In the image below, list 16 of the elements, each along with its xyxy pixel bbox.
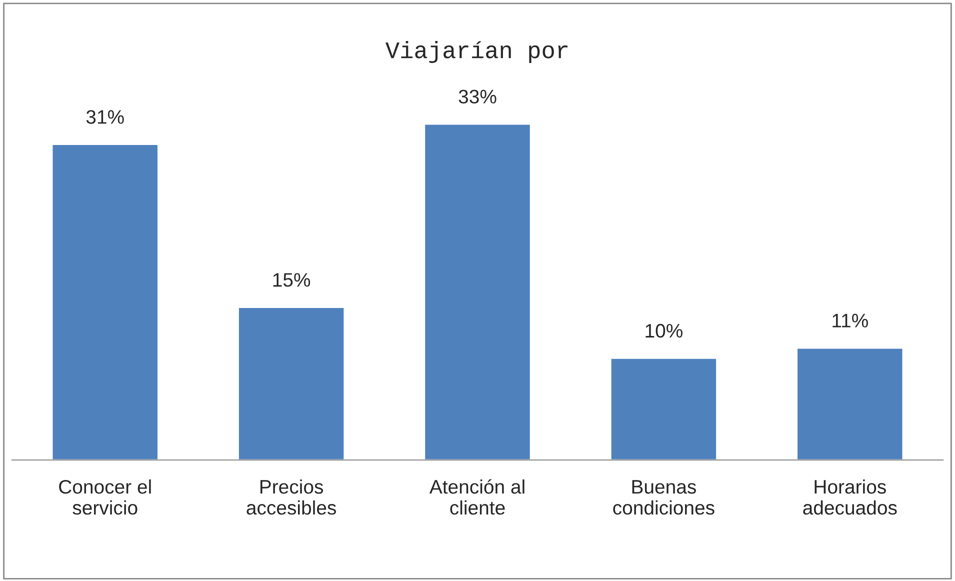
data-label: 31% [86, 110, 124, 124]
data-label: 15% [273, 273, 310, 287]
data-label: 33% [458, 90, 496, 104]
data-label: 10% [646, 324, 682, 338]
x-tick-label: Precios accesibles [246, 479, 336, 515]
x-tick-label: Buenas condiciones [613, 480, 714, 515]
chart-title: Viajarían por [386, 40, 568, 64]
bar [51, 144, 159, 460]
bar [424, 123, 532, 460]
bar [796, 347, 904, 460]
bar [238, 306, 346, 460]
x-tick-label: Horarios adecuados [803, 479, 897, 515]
x-tick-label: Conocer el servicio [59, 479, 151, 515]
data-label: 11% [832, 314, 868, 328]
bar [610, 357, 718, 460]
x-tick-label: Atención al cliente [429, 479, 524, 515]
